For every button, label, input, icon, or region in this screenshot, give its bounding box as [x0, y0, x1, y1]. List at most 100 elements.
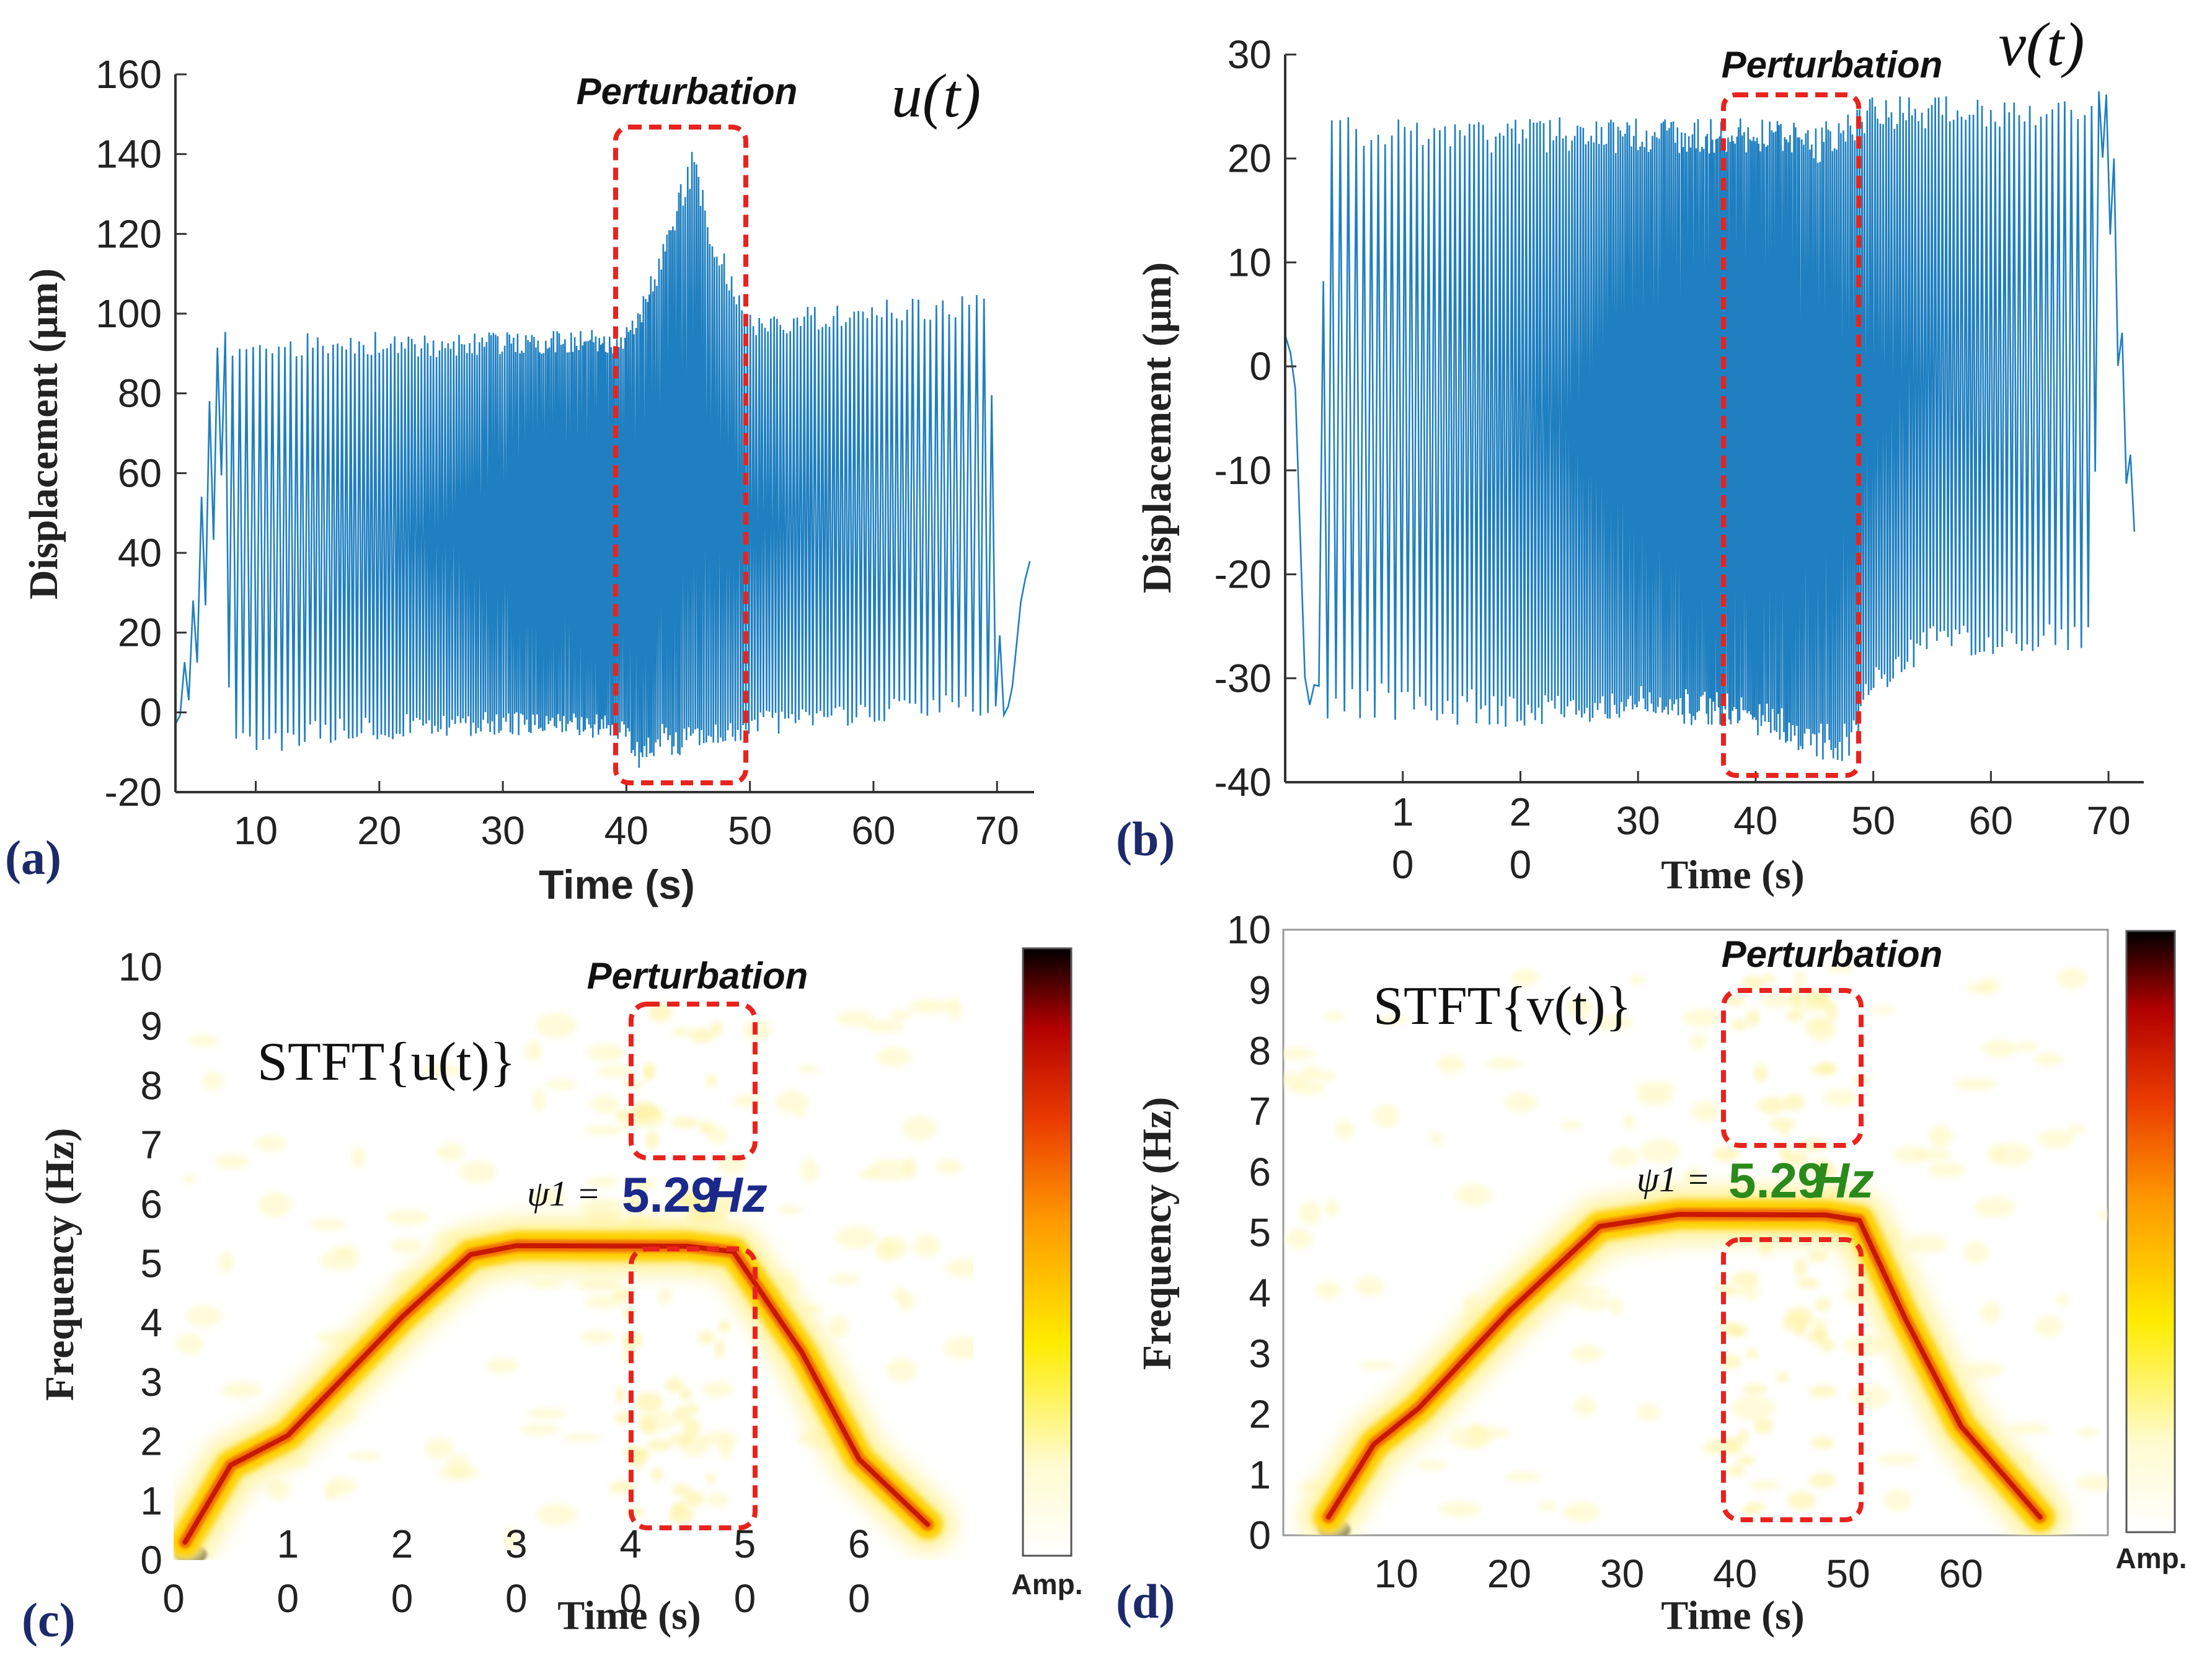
signal-b — [1284, 91, 2136, 761]
x-ticks-d: 10 20 30 40 50 60 — [1374, 1551, 1983, 1596]
noise-speckle — [1737, 1429, 1750, 1444]
noise-speckle — [671, 1117, 700, 1127]
noise-speckle — [1373, 1105, 1400, 1128]
noise-speckle — [536, 1504, 578, 1526]
y-tick-label: 5 — [1249, 1210, 1271, 1255]
noise-speckle — [683, 1490, 705, 1507]
noise-speckle — [1376, 1016, 1409, 1025]
x-tick-label: 70 — [975, 808, 1019, 853]
noise-speckle — [936, 1158, 963, 1174]
noise-speckle — [2016, 1042, 2038, 1052]
perturbation-label-c: Perturbation — [587, 955, 808, 997]
stft-label-d: STFT{v(t)} — [1373, 976, 1632, 1036]
noise-speckle — [186, 1305, 223, 1327]
noise-speckle — [671, 1502, 688, 1515]
psi-value-d: 5.29 — [1728, 1153, 1825, 1208]
x-axis-label-c: Time (s) — [557, 1593, 701, 1638]
perturbation-label-d: Perturbation — [1722, 933, 1943, 975]
noise-speckle — [175, 1333, 204, 1354]
noise-speckle — [1980, 1302, 2002, 1324]
noise-speckle — [1987, 1145, 2006, 1164]
noise-speckle — [1753, 1064, 1768, 1082]
spectrogram-c — [174, 998, 973, 1560]
noise-speckle — [202, 1072, 224, 1090]
y-tick-label: 30 — [1228, 32, 1272, 77]
y-tick-label: 5 — [140, 1241, 162, 1286]
noise-speckle — [1560, 1121, 1582, 1130]
perturbation-box-upper-c — [629, 1002, 758, 1160]
noise-speckle — [485, 1357, 519, 1374]
noise-speckle — [641, 1424, 657, 1435]
noise-speckle — [1786, 1307, 1813, 1322]
noise-speckle — [1566, 997, 1593, 1018]
perturbation-box-lower-c — [629, 1246, 758, 1530]
noise-speckle — [1469, 1422, 1485, 1448]
noise-speckle — [1790, 987, 1802, 1007]
x-tick-label: 20 — [1487, 1551, 1531, 1596]
x-axis-label-d: Time (s) — [1661, 1593, 1805, 1638]
y-tick-label: 60 — [118, 451, 162, 495]
noise-speckle — [459, 1160, 497, 1183]
noise-speckle — [218, 1251, 234, 1274]
noise-speckle — [948, 998, 963, 1020]
noise-speckle — [1355, 1276, 1384, 1297]
y-tick-label: 1 — [140, 1478, 162, 1523]
y-tick-label: -30 — [1214, 656, 1272, 700]
noise-speckle — [717, 1320, 732, 1333]
y-tick-label: 7 — [1249, 1089, 1271, 1134]
noise-speckle — [1691, 1100, 1720, 1122]
noise-speckle — [863, 1020, 905, 1033]
noise-speckle — [1981, 1040, 2019, 1057]
noise-speckle — [1283, 1047, 1316, 1061]
noise-speckle — [1815, 1297, 1831, 1312]
noise-speckle — [644, 1062, 657, 1079]
noise-speckle — [425, 1437, 454, 1460]
noise-speckle — [794, 1109, 807, 1118]
noise-speckle — [1811, 1437, 1834, 1449]
y-axis-label-d: Frequency (Hz) — [1135, 1097, 1180, 1370]
noise-speckle — [1504, 1472, 1542, 1482]
noise-speckle — [1753, 1418, 1774, 1434]
noise-speckle — [1454, 1184, 1492, 1206]
noise-speckle — [1826, 963, 1856, 973]
spectrogram-d — [1283, 963, 2108, 1535]
noise-speckle — [943, 1336, 973, 1359]
noise-speckle — [1324, 1199, 1340, 1217]
x-tick-label: 1 — [276, 1522, 299, 1566]
y-ticks-a: 160 140 120 100 80 60 40 20 0 -20 — [95, 52, 187, 814]
noise-speckle — [886, 1358, 917, 1382]
noise-speckle — [1786, 1009, 1804, 1022]
y-tick-label: 0 — [140, 1538, 162, 1582]
noise-speckle — [386, 1209, 430, 1225]
x-tick-label: 5 — [734, 1522, 756, 1566]
noise-speckle — [1795, 1325, 1806, 1338]
noise-speckle — [646, 1439, 673, 1451]
noise-speckle — [902, 1116, 937, 1140]
noise-speckle — [777, 1205, 803, 1214]
noise-speckle — [714, 1339, 725, 1359]
noise-speckle — [1810, 1158, 1833, 1177]
noise-speckle — [1582, 1287, 1610, 1296]
noise-speckle — [673, 1404, 691, 1423]
panel-c: Perturbation STFT{u(t)} ψ1 = 5.29 Hz 109… — [22, 945, 1083, 1647]
x-tick-label: 30 — [480, 808, 524, 853]
noise-speckle — [2076, 1427, 2099, 1437]
y-tick-label: -10 — [1214, 448, 1272, 493]
noise-speckle — [834, 1225, 877, 1249]
noise-speckle — [1429, 1132, 1444, 1145]
signal-a — [174, 152, 1031, 768]
noise-speckle — [631, 1101, 656, 1116]
colorbar-c — [1022, 947, 1073, 1557]
y-tick-label: 40 — [118, 531, 162, 575]
x-tick-label: 50 — [1851, 798, 1895, 843]
noise-speckle — [1745, 1349, 1759, 1359]
y-tick-label: 20 — [118, 611, 162, 655]
y-tick-label: 3 — [140, 1360, 162, 1404]
x-tick-label: 60 — [1969, 798, 2013, 843]
noise-speckle — [1794, 1258, 1808, 1277]
noise-speckle — [1438, 1501, 1482, 1517]
panel-label-d: (d) — [1116, 1574, 1175, 1628]
x-ticks-a: 10 20 30 40 50 60 70 — [234, 781, 1019, 853]
